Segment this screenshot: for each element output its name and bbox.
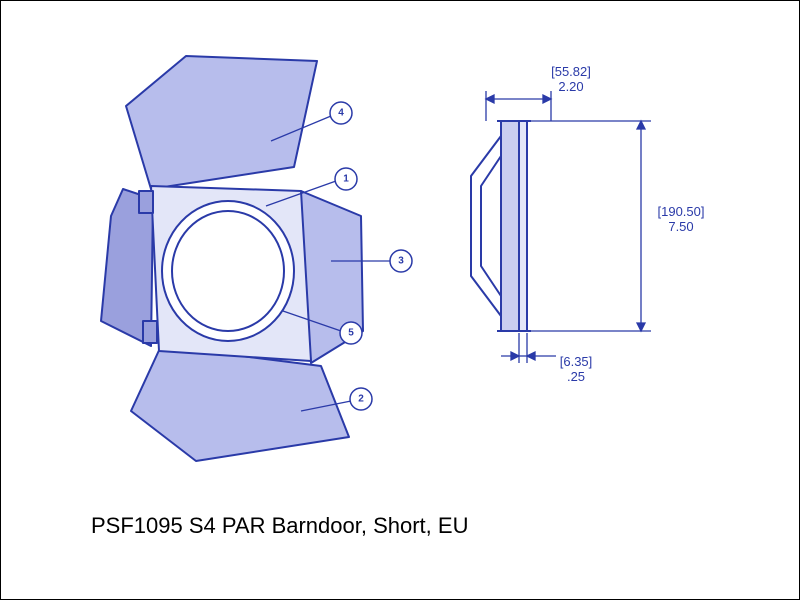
profile-body xyxy=(501,121,519,331)
figure-caption: PSF1095 S4 PAR Barndoor, Short, EU xyxy=(91,513,468,539)
callout-5-num: 5 xyxy=(348,328,354,339)
callout-4-num: 4 xyxy=(338,108,344,119)
dim-width-in: 2.20 xyxy=(558,79,583,94)
diagram-svg: 4 1 3 5 2 xyxy=(1,1,800,521)
page-frame: 4 1 3 5 2 xyxy=(0,0,800,600)
profile-inner xyxy=(481,156,501,296)
ring-inner xyxy=(172,211,284,331)
dim-depth-in: .25 xyxy=(567,369,585,384)
callout-3-num: 3 xyxy=(398,256,404,267)
hinge-bottom xyxy=(143,321,157,343)
leaf-bottom xyxy=(131,346,349,461)
dim-width-mm: [55.82] xyxy=(551,64,591,79)
callout-1-num: 1 xyxy=(343,174,349,185)
barndoor-iso: 4 1 3 5 2 xyxy=(101,56,412,461)
dim-height-mm: [190.50] xyxy=(658,204,705,219)
dim-depth-mm: [6.35] xyxy=(560,354,593,369)
barndoor-profile xyxy=(471,121,531,331)
profile-plate xyxy=(519,121,527,331)
leaf-top xyxy=(126,56,317,189)
callout-2-num: 2 xyxy=(358,394,364,405)
hinge-top xyxy=(139,191,153,213)
dim-height-in: 7.50 xyxy=(668,219,693,234)
